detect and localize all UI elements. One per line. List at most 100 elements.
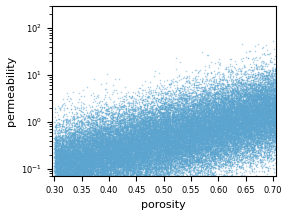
Point — [154, 160, 158, 164]
Point — [209, 121, 213, 125]
Point — [162, 166, 167, 170]
Point — [270, 121, 274, 124]
Point — [214, 127, 219, 130]
Point — [187, 113, 191, 116]
Point — [166, 154, 170, 157]
Point — [262, 89, 267, 92]
Point — [87, 154, 92, 157]
Point — [262, 107, 266, 110]
Point — [75, 165, 79, 168]
Point — [56, 189, 61, 193]
Point — [259, 117, 263, 121]
Point — [164, 149, 169, 153]
Point — [214, 118, 218, 121]
Point — [187, 112, 192, 116]
Point — [246, 109, 251, 112]
Point — [207, 146, 211, 149]
Point — [198, 125, 202, 128]
Point — [187, 172, 192, 175]
Point — [73, 169, 77, 173]
Point — [209, 152, 214, 156]
Point — [265, 126, 269, 130]
Point — [268, 119, 272, 122]
Point — [132, 135, 137, 138]
Point — [76, 176, 81, 179]
Point — [246, 136, 251, 140]
Point — [79, 137, 84, 140]
Point — [52, 181, 57, 184]
Point — [112, 163, 116, 167]
Point — [188, 151, 193, 154]
Point — [211, 105, 215, 108]
Point — [116, 141, 120, 145]
Point — [199, 135, 203, 138]
Point — [208, 103, 212, 106]
Point — [230, 119, 235, 122]
Point — [205, 130, 210, 133]
Point — [211, 150, 216, 153]
Point — [195, 127, 200, 130]
Point — [218, 104, 223, 107]
Point — [226, 171, 231, 174]
Point — [259, 88, 264, 92]
Point — [186, 137, 191, 141]
Point — [244, 93, 249, 97]
Point — [177, 149, 182, 152]
Point — [122, 153, 127, 157]
Point — [106, 150, 111, 154]
Point — [184, 118, 189, 121]
Point — [263, 141, 268, 144]
Point — [206, 103, 210, 106]
Point — [110, 149, 115, 153]
Point — [82, 137, 87, 140]
Point — [75, 173, 79, 177]
Point — [151, 126, 156, 130]
Point — [268, 116, 273, 119]
Point — [208, 109, 213, 113]
Point — [202, 150, 207, 153]
Point — [204, 169, 208, 172]
Point — [66, 181, 70, 185]
Point — [224, 154, 228, 157]
Point — [241, 131, 245, 134]
Point — [239, 121, 244, 124]
Point — [150, 123, 155, 126]
Point — [101, 125, 106, 129]
Point — [173, 115, 177, 118]
Point — [207, 90, 212, 94]
Point — [115, 148, 120, 152]
Point — [180, 184, 185, 187]
Point — [62, 157, 66, 161]
Point — [226, 134, 230, 137]
Point — [215, 108, 220, 112]
Point — [97, 160, 102, 163]
Point — [108, 165, 113, 169]
Point — [85, 163, 90, 167]
Point — [118, 152, 122, 155]
Point — [223, 139, 227, 143]
Point — [155, 124, 160, 128]
Point — [231, 101, 236, 104]
Point — [124, 144, 128, 148]
Point — [117, 122, 121, 126]
Point — [116, 165, 121, 169]
Point — [202, 148, 206, 152]
Point — [210, 126, 215, 130]
Point — [112, 165, 117, 168]
Point — [194, 135, 199, 139]
Point — [211, 136, 215, 140]
Point — [257, 111, 262, 114]
Point — [196, 103, 201, 106]
Point — [97, 146, 102, 150]
Point — [235, 85, 239, 89]
Point — [261, 107, 266, 110]
Point — [112, 180, 116, 183]
Point — [175, 131, 180, 134]
Point — [272, 131, 276, 134]
Point — [52, 166, 57, 169]
Point — [170, 111, 175, 114]
Point — [147, 122, 152, 126]
Point — [78, 188, 83, 191]
Point — [141, 110, 145, 113]
Point — [148, 170, 152, 174]
